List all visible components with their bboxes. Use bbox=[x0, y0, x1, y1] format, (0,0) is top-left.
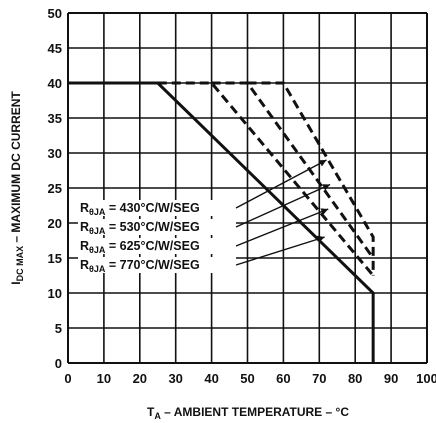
x-tick-label: 10 bbox=[97, 371, 111, 386]
x-tick-label: 30 bbox=[168, 371, 182, 386]
x-tick-label: 0 bbox=[64, 371, 71, 386]
series-line-1 bbox=[68, 81, 375, 363]
annotation-arrowhead bbox=[318, 160, 327, 167]
x-tick-label: 20 bbox=[133, 371, 147, 386]
y-tick-labels: 0 5 10 15 20 25 30 35 40 45 50 bbox=[48, 6, 62, 371]
annotations: RθJA = 430°C/W/SEG RθJA = 530°C/W/SEG RθJA… bbox=[78, 159, 331, 274]
x-tick-label: 70 bbox=[312, 371, 326, 386]
annotation-leader bbox=[235, 208, 329, 247]
y-tick-label: 50 bbox=[48, 6, 62, 21]
y-tick-label: 25 bbox=[48, 181, 62, 196]
annotation-bg bbox=[78, 257, 236, 273]
x-axis-title: TA – AMBIENT TEMPERATURE – °C bbox=[147, 405, 349, 421]
annotation-leader bbox=[235, 159, 327, 209]
annotation-4: RθJA = 770°C/W/SEG bbox=[78, 235, 325, 274]
y-tick-label: 35 bbox=[48, 111, 62, 126]
x-tick-labels: 0 10 20 30 40 50 60 70 80 90 100 bbox=[64, 371, 436, 386]
y-tick-label: 40 bbox=[48, 76, 62, 91]
x-tick-label: 50 bbox=[240, 371, 254, 386]
annotation-1: RθJA = 430°C/W/SEG bbox=[78, 159, 327, 217]
annotation-arrowhead bbox=[320, 208, 329, 215]
annotation-label: RθJA = 530°C/W/SEG bbox=[80, 220, 200, 236]
y-tick-label: 0 bbox=[55, 356, 62, 371]
series-line-2 bbox=[157, 81, 375, 277]
annotation-arrowhead bbox=[322, 184, 331, 191]
x-tick-label: 100 bbox=[416, 371, 436, 386]
annotation-leader bbox=[235, 236, 325, 266]
y-tick-label: 30 bbox=[48, 146, 62, 161]
y-tick-label: 10 bbox=[48, 286, 62, 301]
x-tick-label: 40 bbox=[204, 371, 218, 386]
grid bbox=[67, 12, 428, 364]
x-tick-label: 90 bbox=[384, 371, 398, 386]
y-tick-label: 45 bbox=[48, 41, 62, 56]
x-tick-label: 80 bbox=[348, 371, 362, 386]
y-tick-label: 20 bbox=[48, 216, 62, 231]
series-group bbox=[68, 81, 375, 363]
annotation-3: RθJA = 625°C/W/SEG bbox=[78, 208, 329, 255]
x-tick-label: 60 bbox=[276, 371, 290, 386]
series-line-4 bbox=[247, 81, 375, 276]
y-tick-label: 5 bbox=[55, 321, 62, 336]
annotation-label: RθJA = 625°C/W/SEG bbox=[80, 239, 200, 255]
annotation-label: RθJA = 770°C/W/SEG bbox=[80, 258, 200, 274]
annotation-leader bbox=[235, 183, 331, 228]
annotation-arrowhead bbox=[316, 235, 325, 243]
annotation-label: RθJA = 430°C/W/SEG bbox=[80, 201, 200, 217]
annotation-bg bbox=[78, 219, 236, 235]
annotation-bg bbox=[78, 200, 236, 216]
annotation-2: RθJA = 530°C/W/SEG bbox=[78, 183, 331, 236]
y-tick-label: 15 bbox=[48, 251, 62, 266]
annotation-bg bbox=[78, 238, 236, 254]
y-axis-title: IDC MAX – MAXIMUM DC CURRENT bbox=[9, 91, 25, 285]
